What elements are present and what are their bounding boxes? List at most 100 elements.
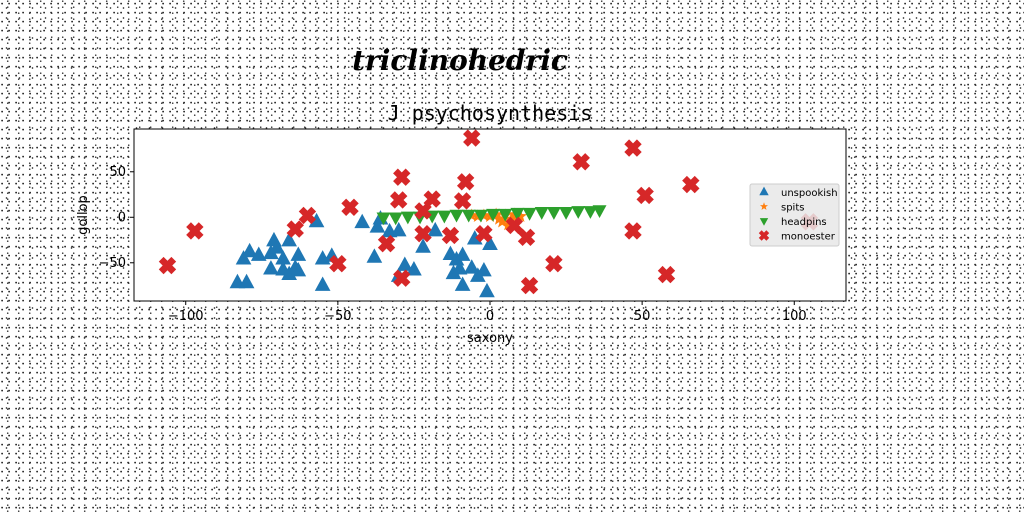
x-axis-label: saxony: [467, 331, 513, 346]
unspookish-point: [250, 246, 267, 261]
monoester-point: [520, 276, 539, 295]
unspookish-point: [241, 242, 258, 258]
x-tick-label: 100: [782, 309, 807, 324]
legend: unspookish spits headpins monoester: [749, 183, 840, 247]
headpins-point: [437, 210, 452, 224]
headpins-point: [534, 207, 549, 220]
headpins-point: [388, 212, 403, 226]
legend-marker-monoester: [758, 230, 770, 241]
unspookish-point: [235, 250, 252, 265]
chart-suptitle: triclinohedric: [352, 44, 568, 77]
unspookish-point: [463, 259, 480, 274]
monoester-point: [636, 186, 654, 205]
unspookish-point: [427, 221, 444, 237]
headpins-point: [473, 209, 488, 223]
unspookish-point: [396, 256, 413, 271]
legend-label-headpins: headpins: [781, 217, 827, 228]
unspookish-point: [263, 260, 279, 275]
monoester-point: [390, 191, 408, 209]
legend-label-spits: spits: [781, 203, 804, 214]
monoester-point: [463, 129, 481, 147]
monoester-point: [475, 224, 493, 243]
y-tick-label: 0: [118, 210, 126, 225]
unspookish-point: [308, 212, 325, 228]
headpins-point: [546, 207, 561, 220]
spits-point: [513, 209, 528, 222]
legend-box: [749, 183, 840, 247]
legend-label-unspookish: unspookish: [781, 188, 838, 199]
monoester-point: [393, 269, 411, 287]
monoester-point: [329, 255, 347, 273]
unspookish-point: [281, 231, 298, 247]
monoester-point: [441, 226, 460, 245]
unspookish-point: [476, 261, 492, 277]
unspookish-point: [290, 246, 307, 261]
monoester-point: [545, 255, 563, 273]
axis-ticks: −100 −50 0 50 100 −50 0 50: [99, 165, 807, 324]
headpins-point: [571, 206, 586, 219]
monoester-point: [517, 228, 536, 246]
monoester-point: [624, 139, 642, 157]
unspookish-point: [479, 282, 495, 298]
unspookish-point: [454, 276, 471, 291]
unspookish-point: [314, 276, 331, 291]
unspookish-point: [275, 250, 291, 265]
spits-point: [492, 212, 506, 225]
x-tick-label: 0: [486, 309, 494, 324]
legend-label-monoester: monoester: [781, 232, 836, 243]
unspookish-point: [482, 235, 498, 250]
legend-marker-headpins: [759, 218, 769, 226]
monoester-point: [453, 192, 472, 210]
x-tick-label: 50: [634, 309, 651, 324]
monoester-point: [298, 206, 317, 225]
unspookish-point: [366, 248, 383, 263]
headpins-point: [376, 212, 391, 226]
x-tick-label: −50: [324, 309, 351, 324]
y-tick-label: −50: [99, 256, 126, 271]
headpins-point: [498, 208, 513, 222]
spits-point: [495, 214, 509, 228]
monoester-point: [456, 173, 475, 191]
unspookish-point: [269, 239, 285, 254]
unspookish-point: [454, 246, 471, 261]
chart-title: J psychosynthesis: [388, 101, 593, 125]
legend-marker-spits: [760, 202, 768, 210]
monoester-point: [186, 222, 204, 240]
monoester-point: [393, 168, 411, 186]
headpins-point: [449, 209, 464, 223]
unspookish-point: [238, 273, 255, 289]
unspookish-point: [390, 221, 407, 237]
unspookish-point: [406, 261, 422, 276]
y-tick-label: 50: [109, 165, 126, 180]
headpins-point: [583, 206, 598, 219]
monoester-point: [341, 198, 359, 216]
monoester-point: [682, 175, 700, 194]
headpins-point: [400, 211, 415, 225]
unspookish-point: [415, 238, 431, 253]
headpins-point: [510, 207, 525, 221]
monoester-point: [572, 153, 590, 171]
unspookish-point: [369, 218, 386, 233]
headpins-point: [522, 207, 537, 221]
monoester-point: [377, 234, 396, 253]
legend-marker-unspookish: [759, 186, 769, 196]
unspookish-point: [451, 260, 468, 275]
monoester-point: [414, 224, 432, 243]
x-tick-label: −100: [168, 309, 204, 324]
monoester-point: [158, 256, 177, 275]
headpins-point: [461, 209, 476, 223]
headpins-point: [559, 207, 574, 220]
headpins-point: [592, 205, 607, 218]
headpins-point: [486, 208, 501, 222]
plot-frame: [133, 128, 847, 302]
monoester-point: [624, 222, 642, 240]
unspookish-point: [290, 261, 307, 277]
monoester-point: [505, 216, 524, 235]
monoester-point: [423, 190, 441, 208]
series-monoester: [158, 129, 819, 295]
monoester-point: [286, 220, 304, 238]
y-axis-label: gollop: [76, 195, 91, 235]
data-points: [158, 129, 819, 298]
monoester-point: [657, 265, 676, 284]
